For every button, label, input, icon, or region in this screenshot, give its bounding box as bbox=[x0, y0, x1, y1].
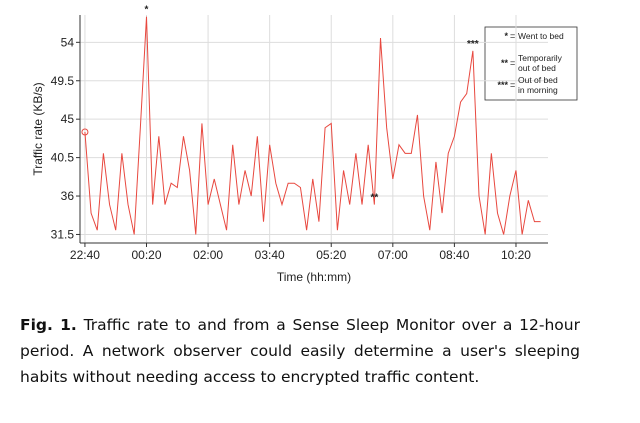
legend-marker: *** bbox=[497, 80, 508, 90]
peak-annotation: ** bbox=[370, 193, 378, 204]
legend-text: in morning bbox=[518, 85, 558, 95]
data-line bbox=[84, 16, 541, 235]
legend-separator: = bbox=[510, 80, 515, 90]
legend-text: Out of bed bbox=[518, 75, 558, 85]
y-tick-label: 31.5 bbox=[51, 227, 75, 241]
x-tick-label: 05:20 bbox=[316, 248, 346, 262]
legend-marker: * bbox=[504, 31, 508, 41]
legend-text: Went to bed bbox=[518, 31, 564, 41]
legend-text: Temporarily bbox=[518, 53, 563, 63]
x-axis-label: Time (hh:mm) bbox=[277, 270, 351, 284]
legend-separator: = bbox=[510, 31, 515, 41]
caption-label: Fig. 1. bbox=[20, 316, 77, 334]
y-tick-label: 45 bbox=[61, 112, 75, 126]
y-tick-label: 36 bbox=[61, 189, 75, 203]
y-tick-label: 49.5 bbox=[51, 74, 75, 88]
x-tick-label: 10:20 bbox=[501, 248, 531, 262]
x-tick-label: 22:40 bbox=[70, 248, 100, 262]
legend-box bbox=[484, 26, 578, 101]
y-axis-label: Traffic rate (KB/s) bbox=[31, 82, 45, 175]
legend-text: out of bed bbox=[518, 63, 556, 73]
x-tick-label: 08:40 bbox=[439, 248, 469, 262]
x-tick-label: 03:40 bbox=[255, 248, 285, 262]
legend-marker: ** bbox=[501, 58, 509, 68]
caption: Fig. 1. Traffic rate to and from a Sense… bbox=[20, 312, 580, 390]
y-tick-label: 40.5 bbox=[51, 151, 75, 165]
chart: Traffic rate (KB/s) Time (hh:mm) 31.5 36 4… bbox=[31, 5, 578, 284]
caption-text: Traffic rate to and from a Sense Sleep M… bbox=[20, 316, 580, 386]
legend-separator: = bbox=[510, 58, 515, 68]
start-marker bbox=[81, 128, 89, 136]
x-tick-label: 00:20 bbox=[131, 248, 161, 262]
x-tick-label: 02:00 bbox=[193, 248, 223, 262]
peak-annotation: * bbox=[145, 5, 149, 16]
y-tick-label: 54 bbox=[61, 35, 75, 49]
peak-annotation: *** bbox=[467, 39, 479, 50]
x-tick-label: 07:00 bbox=[378, 248, 408, 262]
